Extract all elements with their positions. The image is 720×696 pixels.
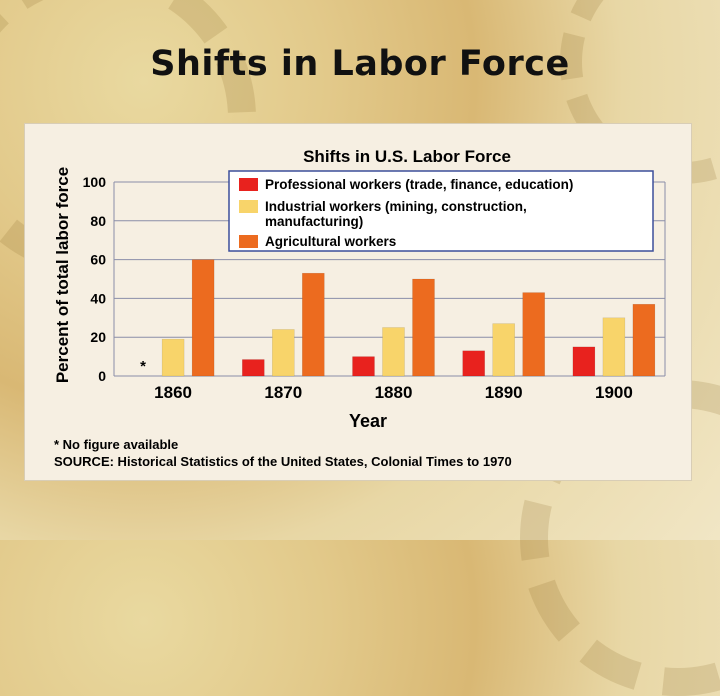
y-tick-label: 80	[90, 213, 106, 229]
legend-swatch	[239, 235, 258, 248]
legend-label: Professional workers (trade, finance, ed…	[265, 177, 573, 192]
bar-professional-1880	[352, 356, 375, 377]
bar-professional-1890	[462, 350, 485, 377]
y-tick-label: 40	[90, 290, 106, 306]
x-tick-label: 1900	[595, 383, 633, 402]
y-tick-label: 100	[83, 174, 107, 190]
bar-industrial-1870	[272, 329, 295, 377]
y-tick-label: 20	[90, 329, 106, 345]
chart-title: Shifts in U.S. Labor Force	[303, 147, 511, 166]
bar-agricultural-1880	[412, 278, 435, 377]
x-axis-label: Year	[349, 411, 387, 431]
bar-industrial-1860	[161, 338, 185, 377]
bar-industrial-1880	[382, 327, 405, 377]
slide-title: Shifts in Labor Force	[150, 44, 570, 84]
bar-professional-1900	[572, 346, 596, 377]
bar-agricultural-1870	[302, 272, 325, 377]
y-tick-label: 0	[98, 368, 106, 384]
y-axis-label: Percent of total labor force	[53, 167, 72, 383]
bars: *	[140, 259, 656, 377]
legend-label: Industrial workers (mining, construction…	[265, 199, 527, 229]
x-tick-label: 1870	[264, 383, 302, 402]
no-figure-marker: *	[140, 358, 146, 375]
x-tick-label: 1880	[375, 383, 413, 402]
legend-label: Agricultural workers	[265, 234, 396, 249]
legend-swatch	[239, 178, 258, 191]
bar-agricultural-1860	[191, 259, 215, 377]
bar-industrial-1890	[492, 323, 515, 377]
bar-agricultural-1900	[632, 303, 656, 377]
bar-chart: Shifts in U.S. Labor Force Percent of to…	[53, 147, 666, 431]
footnote: * No figure available	[54, 437, 179, 452]
bar-professional-1870	[242, 359, 265, 377]
x-tick-labels: 1860 1870 1880 1890 1900	[154, 383, 633, 402]
x-tick-label: 1890	[485, 383, 523, 402]
legend-box	[228, 170, 654, 252]
bar-agricultural-1890	[522, 292, 545, 377]
y-tick-labels: 0 20 40 60 80 100	[83, 174, 107, 384]
y-tick-label: 60	[90, 252, 106, 268]
x-tick-label: 1860	[154, 383, 192, 402]
legend: Professional workers (trade, finance, ed…	[228, 170, 654, 252]
bar-industrial-1900	[602, 317, 626, 377]
legend-swatch	[239, 200, 258, 213]
chart-panel: Shifts in U.S. Labor Force Percent of to…	[24, 123, 692, 481]
source-note: SOURCE: Historical Statistics of the Uni…	[54, 454, 512, 469]
